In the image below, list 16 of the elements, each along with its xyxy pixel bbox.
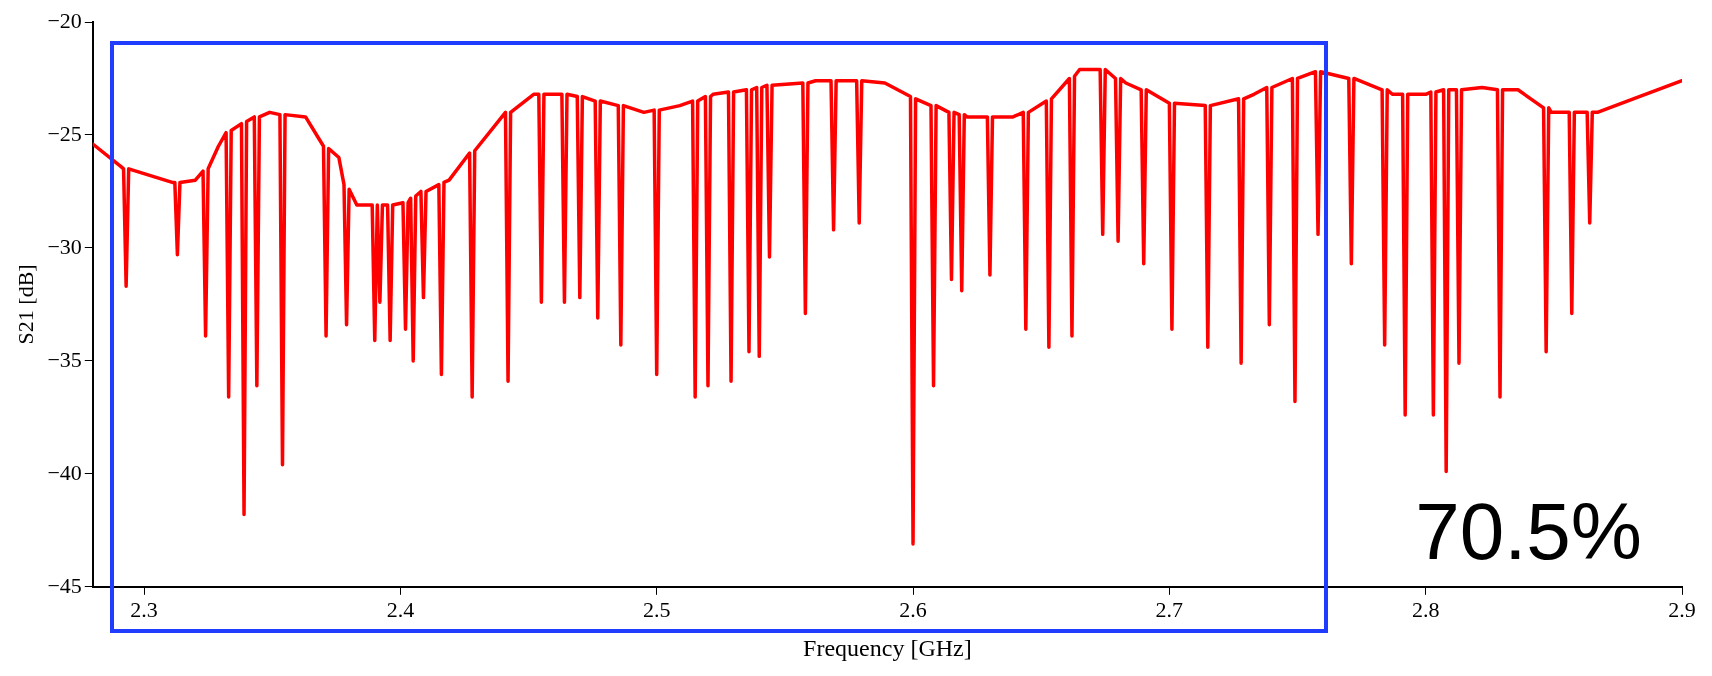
x-tick-label: 2.3	[130, 596, 158, 622]
y-tick-label: −30	[47, 233, 82, 259]
x-tick-label: 2.5	[642, 596, 671, 622]
x-tick-label: 2.8	[1411, 596, 1440, 622]
y-tick-label: −45	[47, 572, 82, 598]
y-tick-label: −35	[47, 346, 82, 372]
y-tick-label: −20	[47, 7, 82, 33]
y-tick-label: −40	[47, 459, 82, 485]
x-tick-label: 2.4	[386, 596, 415, 622]
y-tick-label: −25	[47, 120, 82, 146]
annotation: 70.5%	[1415, 486, 1642, 576]
x-tick-label: 2.6	[899, 596, 927, 622]
x-tick-label: 2.9	[1668, 596, 1696, 622]
x-tick-label: 2.7	[1155, 596, 1184, 622]
y-axis-title: S21 [dB]	[12, 264, 38, 345]
x-axis-title: Frequency [GHz]	[803, 634, 972, 661]
